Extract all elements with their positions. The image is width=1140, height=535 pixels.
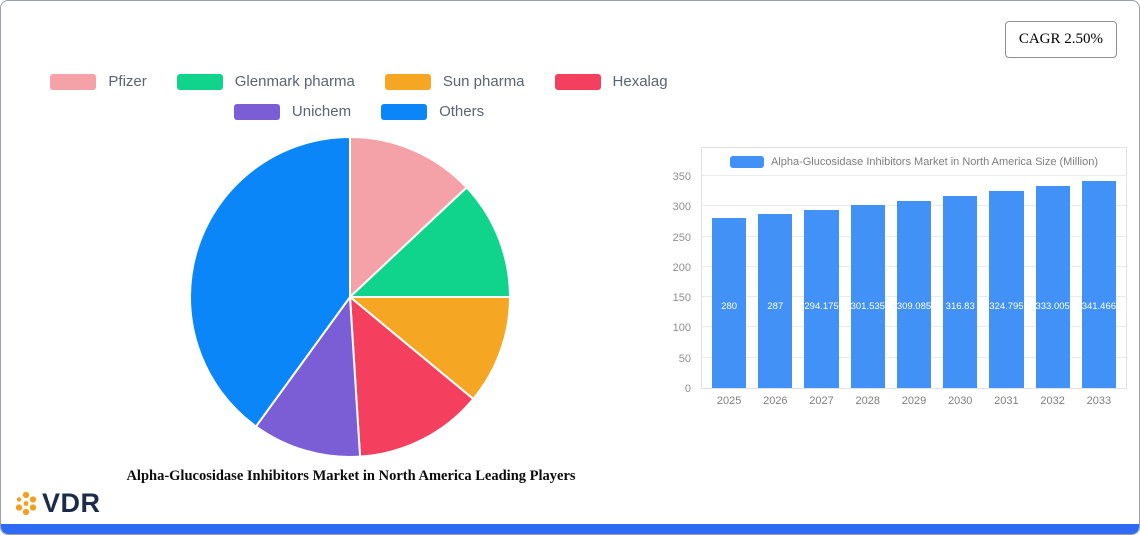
- bar-value-label-2032: 333.005: [1035, 301, 1070, 312]
- legend-label-others: Others: [439, 103, 485, 120]
- pie-slice-glenmark-pharma[interactable]: [347, 186, 512, 298]
- bar-value-label-2033: 341.466: [1081, 301, 1117, 312]
- bar-chart-container: 0 50 100 150 200 250 300 350 Alpha-Glucosidase …: [661, 147, 1129, 409]
- y-tick-label-50: 50: [678, 352, 691, 365]
- bar-2031[interactable]: 324.795: [989, 191, 1024, 388]
- y-tick-label-350: 350: [672, 171, 691, 183]
- x-tick-label-2027: 2027: [809, 395, 834, 407]
- pie-slice-others[interactable]: [189, 135, 351, 428]
- legend-swatch-others: [381, 103, 428, 120]
- bar-value-label-2029: 309.085: [896, 301, 932, 312]
- brand-logo: VDR: [13, 488, 101, 519]
- pie-legend-item-pfizer[interactable]: Pfizer: [50, 73, 147, 90]
- pie-legend: Pfizer Glenmark pharma Sun pharma Hexalag Un…: [39, 73, 679, 120]
- bar-slot-2031: 324.795: [983, 176, 1029, 388]
- pie-slice-pfizer[interactable]: [349, 135, 469, 300]
- y-tick-label-0: 0: [684, 383, 691, 395]
- bar-2029[interactable]: 309.085: [896, 200, 932, 388]
- bottom-accent-bar: [1, 524, 1139, 534]
- bar-2032[interactable]: 333.005: [1035, 186, 1070, 388]
- legend-label-pfizer: Pfizer: [108, 73, 147, 90]
- bar-chart-frame: Alpha-Glucosidase Inhibitors Market in N…: [701, 147, 1127, 389]
- x-tick-label-2033: 2033: [1086, 395, 1112, 407]
- gridline-350: [702, 175, 1126, 176]
- legend-label-glenmark-pharma: Glenmark pharma: [234, 73, 355, 90]
- bar-slot-2027: 294.175: [798, 176, 844, 388]
- bar-slot-2028: 301.535: [845, 176, 891, 388]
- bar-legend-swatch: [729, 156, 764, 168]
- bar-value-label-2027: 294.175: [804, 301, 839, 312]
- vdr-logo-text: VDR: [42, 488, 101, 518]
- x-tick-label-2032: 2032: [1040, 395, 1065, 407]
- x-tick-label-2031: 2031: [994, 395, 1019, 407]
- bar-slot-2033: 341.466: [1076, 176, 1122, 388]
- bar-chart-y-axis: 0 50 100 150 200 250 300 350: [661, 171, 697, 395]
- legend-swatch-sun-pharma: [384, 73, 431, 90]
- pie-legend-item-unichem[interactable]: Unichem: [233, 103, 352, 120]
- bar-chart-x-axis: 2025 2026 2027 2028 2029 2030 2031 2032 2033: [702, 395, 1126, 407]
- vdr-logo-icon: [15, 491, 37, 516]
- y-tick-label-200: 200: [672, 261, 691, 274]
- x-tick-label-2029: 2029: [901, 395, 927, 407]
- bar-value-label-2028: 301.535: [850, 301, 885, 312]
- bar-value-label-2025: 280: [721, 301, 738, 312]
- pie-legend-item-glenmark-pharma[interactable]: Glenmark pharma: [176, 73, 355, 90]
- bar-chart-plot: 280 287 294.175 301.535 309.085 316.83 324.795…: [702, 175, 1126, 388]
- cagr-badge: CAGR 2.50%: [1004, 21, 1117, 58]
- pie-chart: [189, 135, 512, 458]
- pie-slice-unichem[interactable]: [254, 294, 362, 458]
- x-tick-label-2028: 2028: [855, 395, 880, 407]
- bar-slot-2025: 280: [706, 176, 752, 388]
- legend-label-sun-pharma: Sun pharma: [442, 73, 525, 90]
- y-tick-label-100: 100: [672, 322, 691, 335]
- y-tick-label-300: 300: [672, 201, 691, 214]
- bar-2026[interactable]: 287: [758, 214, 793, 388]
- bar-slot-2030: 316.83: [937, 176, 983, 388]
- y-tick-label-150: 150: [672, 292, 691, 305]
- bar-slot-2029: 309.085: [891, 176, 937, 388]
- bar-2027[interactable]: 294.175: [804, 209, 839, 388]
- x-tick-label-2030: 2030: [947, 395, 973, 407]
- legend-swatch-hexalag: [554, 73, 601, 90]
- bar-slot-2032: 333.005: [1030, 176, 1076, 388]
- bar-2028[interactable]: 301.535: [851, 205, 885, 388]
- pie-legend-item-sun-pharma[interactable]: Sun pharma: [384, 73, 525, 90]
- bar-2030[interactable]: 316.83: [943, 196, 978, 388]
- bar-chart-legend[interactable]: Alpha-Glucosidase Inhibitors Market in N…: [702, 148, 1126, 176]
- legend-swatch-unichem: [233, 103, 280, 120]
- x-tick-label-2025: 2025: [716, 395, 742, 407]
- pie-chart-title: Alpha-Glucosidase Inhibitors Market in N…: [126, 468, 576, 484]
- bar-2025[interactable]: 280: [712, 218, 747, 388]
- bar-value-label-2031: 324.795: [989, 301, 1024, 312]
- pie-legend-item-hexalag[interactable]: Hexalag: [554, 73, 668, 90]
- bar-slot-2026: 287: [752, 176, 798, 388]
- legend-swatch-pfizer: [50, 73, 97, 90]
- legend-label-unichem: Unichem: [291, 103, 352, 120]
- legend-swatch-glenmark-pharma: [176, 73, 223, 90]
- pie-slice-hexalag[interactable]: [348, 294, 475, 458]
- legend-label-hexalag: Hexalag: [612, 73, 668, 90]
- bar-value-label-2030: 316.83: [945, 301, 975, 312]
- bar-legend-label: Alpha-Glucosidase Inhibitors Market in N…: [770, 156, 1099, 168]
- bar-value-label-2026: 287: [767, 301, 784, 312]
- pie-chart-container: [184, 131, 516, 463]
- y-tick-label-250: 250: [672, 231, 691, 244]
- bar-chart-bars: 280 287 294.175 301.535 309.085 316.83 324.795…: [702, 176, 1126, 388]
- pie-slice-sun-pharma[interactable]: [347, 296, 512, 401]
- bar-2033[interactable]: 341.466: [1082, 181, 1116, 388]
- x-tick-label-2026: 2026: [763, 395, 788, 407]
- pie-legend-item-others[interactable]: Others: [381, 103, 484, 120]
